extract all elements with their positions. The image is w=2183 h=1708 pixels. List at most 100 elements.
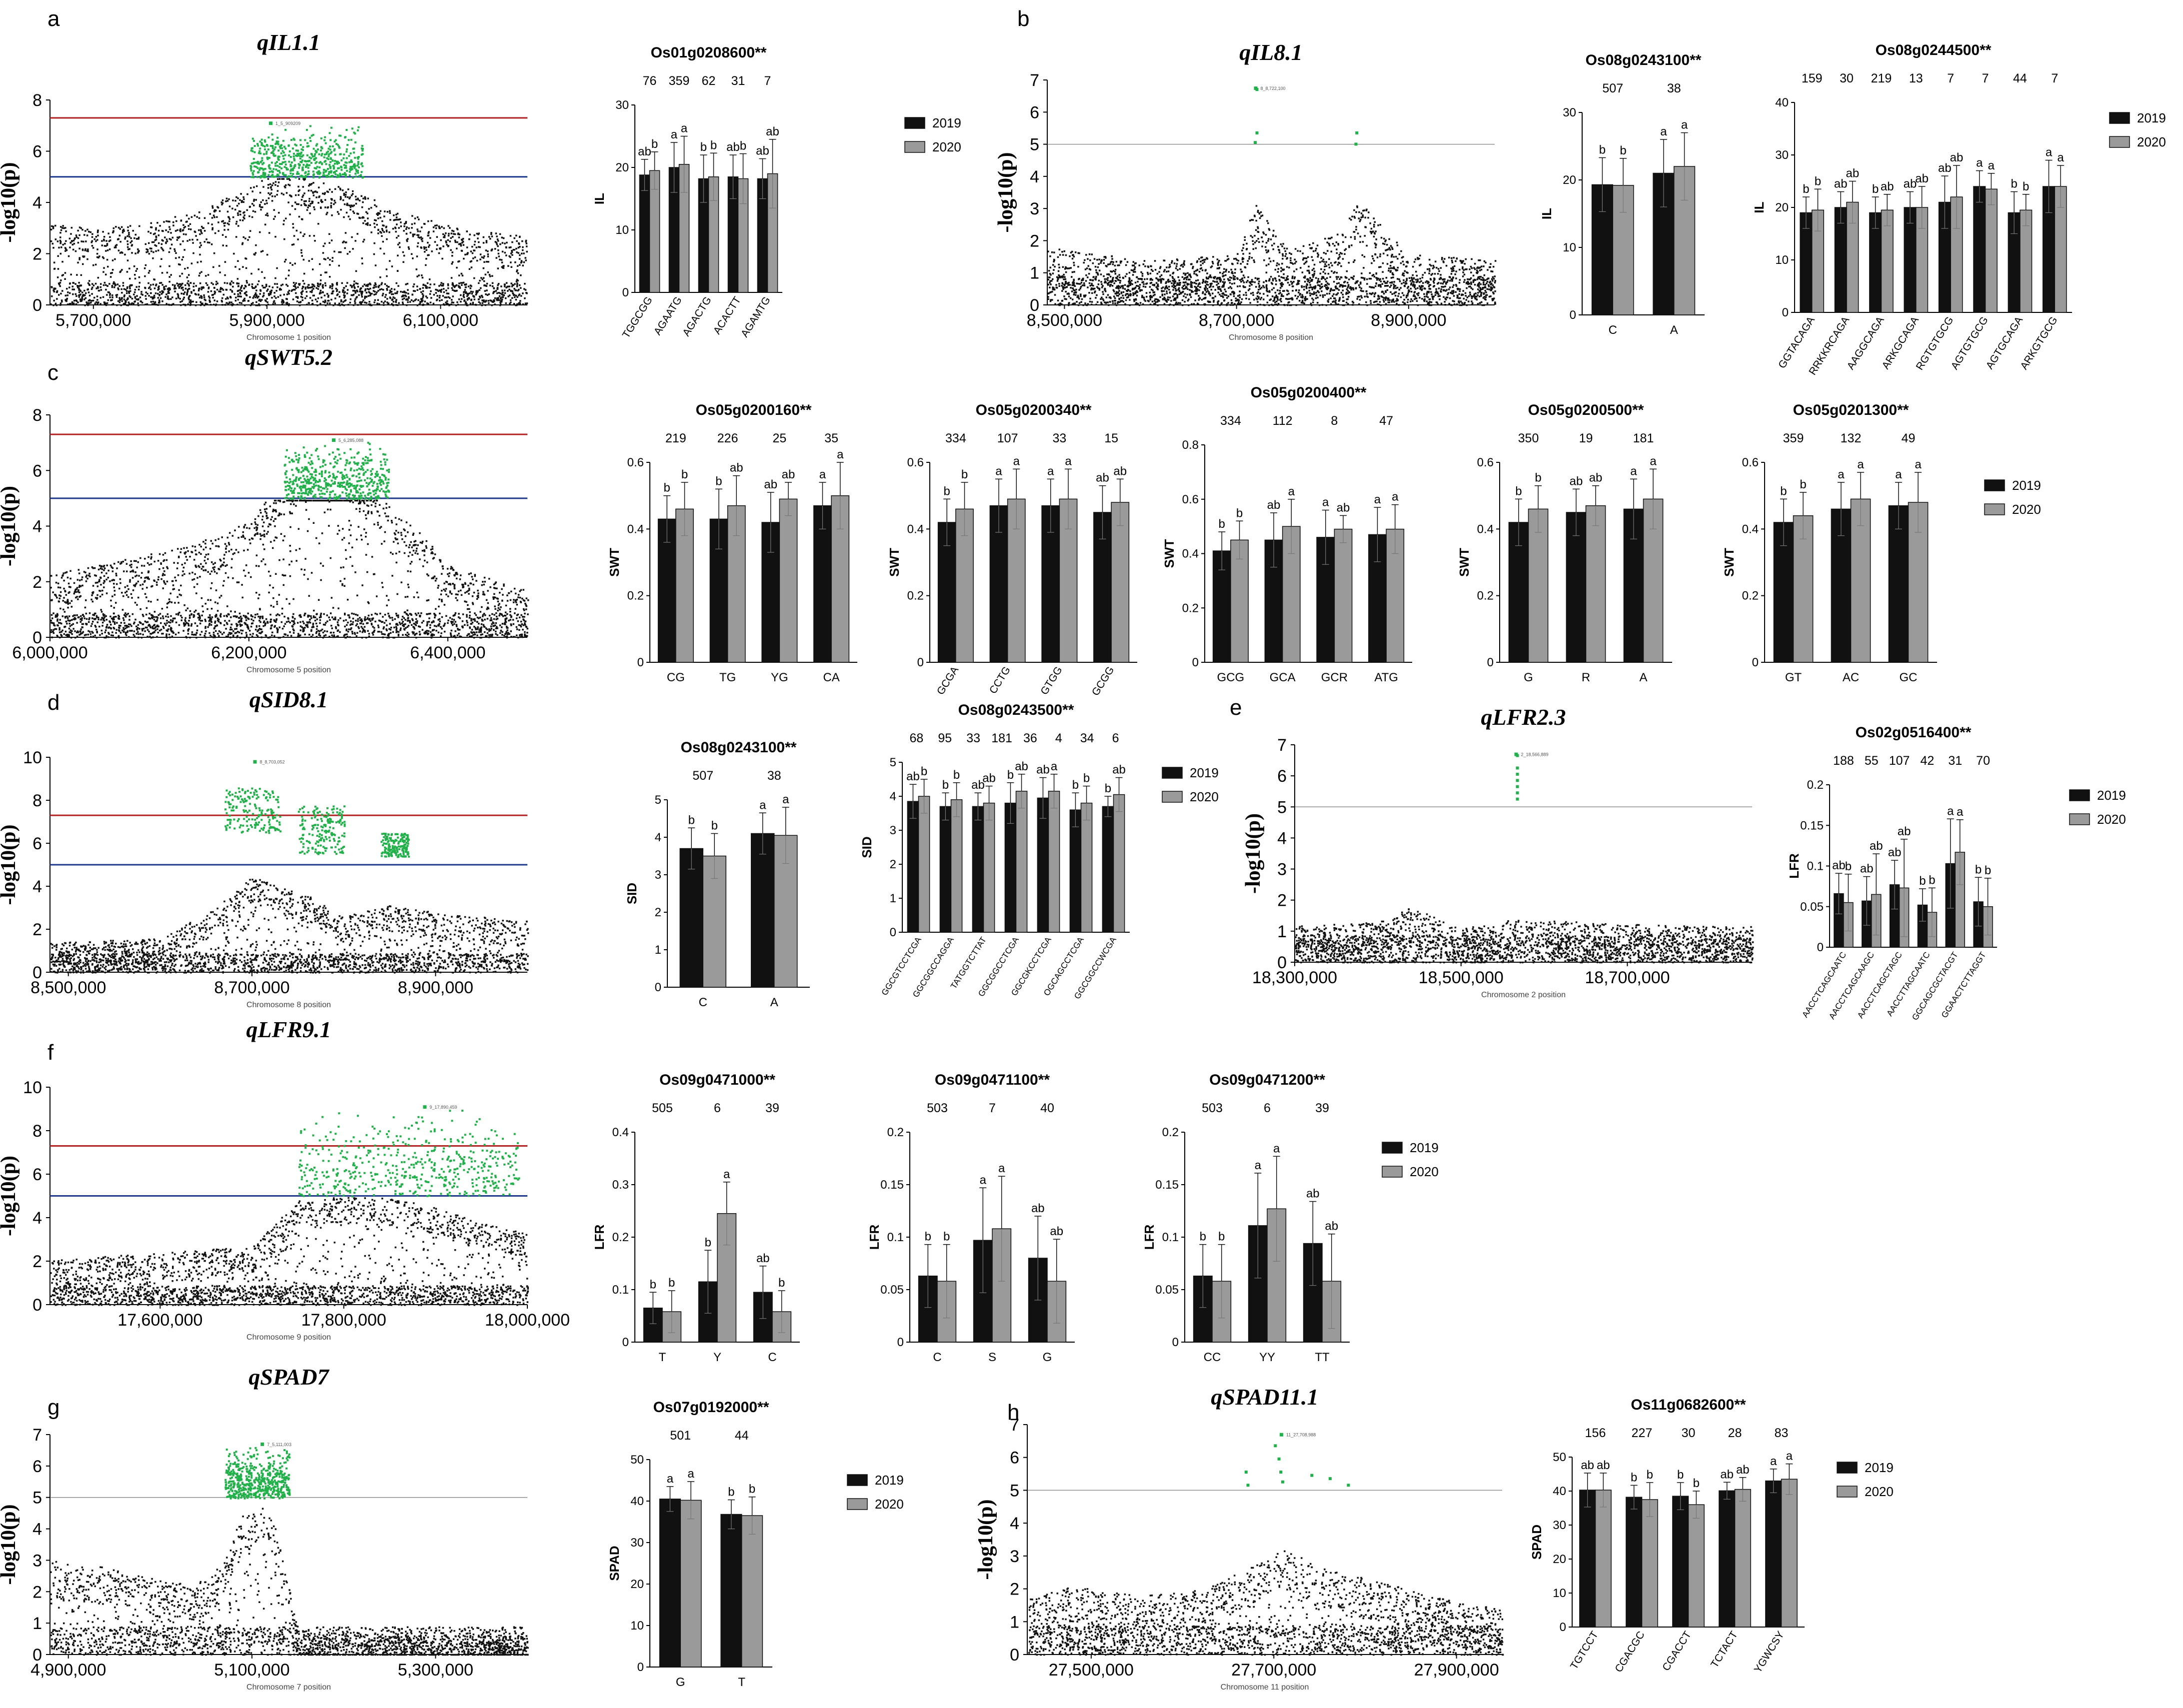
legend-label-2019: 2019 xyxy=(1865,1460,1894,1475)
y-tick-label: 0.2 xyxy=(1182,601,1199,615)
y-tick-label: 1 xyxy=(890,892,896,905)
gene-title: Os09g0471100** xyxy=(935,1072,1050,1088)
legend-10: 2019 2020 xyxy=(1984,478,2041,517)
bar-2019 xyxy=(939,806,952,933)
y-tick-label: 5 xyxy=(32,1489,42,1508)
y-tick-label: 5 xyxy=(1277,798,1287,817)
category-label: ARKGTGCG xyxy=(2018,314,2060,371)
legend-swatch-2020 xyxy=(1984,503,2005,515)
y-tick-label: 4 xyxy=(32,1209,42,1228)
significance-letter: ab xyxy=(1113,464,1127,478)
y-tick-label: 20 xyxy=(615,161,629,174)
y-tick-label: 6 xyxy=(32,1457,42,1476)
sample-count: 334 xyxy=(945,431,966,445)
sample-count: 49 xyxy=(1902,431,1916,445)
y-axis-title: SWT xyxy=(1457,548,1472,577)
x-tick-label: 8,500,000 xyxy=(1027,311,1102,330)
significance-letter: ab xyxy=(1267,498,1281,512)
category-label: AGACTG xyxy=(680,294,714,338)
significance-letter: ab xyxy=(764,478,777,491)
category-label: S xyxy=(988,1351,996,1364)
snp-points xyxy=(50,499,529,639)
bar-chart-19: 0 0.05 0.1 0.15 0.2 LFR Os09g0471200** 503 6 39 b b… xyxy=(1142,1072,1350,1364)
y-axis-title: SPAD xyxy=(607,1546,622,1581)
gene-title: Os09g0471000** xyxy=(659,1072,775,1088)
bar-2020 xyxy=(1080,802,1093,933)
snp-points xyxy=(50,1197,529,1306)
significance-letter: ab xyxy=(1337,501,1350,514)
x-tick-label: 27,700,000 xyxy=(1231,1661,1316,1680)
y-tick-label: 10 xyxy=(1563,241,1576,254)
y-axis-title: IL xyxy=(1539,208,1554,219)
bar-chart-18: 0 0.05 0.1 0.15 0.2 LFR Os09g0471100** 503 7 40 b b… xyxy=(867,1072,1075,1364)
y-tick-label: 10 xyxy=(1775,253,1789,267)
y-tick-label: 0 xyxy=(32,628,42,647)
y-tick-label: 2 xyxy=(32,245,42,264)
significance-letter: ab xyxy=(1950,151,1964,164)
sample-count: 219 xyxy=(1871,71,1892,85)
y-axis-title: LFR xyxy=(1142,1225,1157,1250)
legend-swatch-2019 xyxy=(1837,1462,1858,1474)
y-tick-label: 0 xyxy=(655,981,661,994)
bar-2020 xyxy=(1688,1504,1705,1628)
sample-count: 188 xyxy=(1833,754,1854,768)
bar-2019 xyxy=(751,833,775,988)
y-tick-label: 4 xyxy=(32,517,42,536)
category-label: CCTG xyxy=(987,664,1013,696)
manhattan-plot-d: 0 2 4 6 8 10 8,500,000 8,700,000 8,900,000 Chromo… xyxy=(0,687,529,1009)
y-tick-label: 0 xyxy=(622,286,629,299)
panel-letter-f: f xyxy=(47,1040,54,1065)
bar-2020 xyxy=(983,802,995,933)
bar-2019 xyxy=(679,848,703,988)
y-axis-title: -log10(p) xyxy=(0,1156,20,1236)
gene-title: Os08g0243100** xyxy=(1586,52,1702,68)
y-tick-label: 0 xyxy=(917,656,924,669)
category-label: GTGG xyxy=(1038,664,1064,697)
bar-2019 xyxy=(1069,809,1082,933)
significant-snp-dots xyxy=(224,1447,291,1500)
significance-letter: b xyxy=(1515,484,1522,498)
legend-23: 2019 2020 xyxy=(1837,1460,1894,1499)
gene-title: Os05g0201300** xyxy=(1793,402,1909,418)
significance-letter: a xyxy=(1065,454,1072,468)
legend-swatch-2019 xyxy=(2069,789,2090,801)
y-tick-label: 0.4 xyxy=(1182,547,1199,561)
legend-swatch-2019 xyxy=(847,1474,868,1486)
y-tick-label: 0 xyxy=(32,963,42,982)
y-tick-label: 0 xyxy=(890,926,896,939)
significance-letter: ab xyxy=(1597,1459,1610,1472)
sample-count: 112 xyxy=(1273,414,1293,428)
sample-count: 42 xyxy=(1921,754,1935,768)
legend-label-2019: 2019 xyxy=(1190,765,1219,780)
y-tick-label: 5 xyxy=(1030,135,1039,154)
peak-snp xyxy=(1514,752,1518,756)
sample-count: 159 xyxy=(1802,71,1823,85)
y-tick-label: 1 xyxy=(1277,922,1287,941)
y-axis-title: IL xyxy=(592,193,607,204)
category-label: GGTACAGA xyxy=(1776,314,1817,370)
category-label: G xyxy=(1043,1351,1052,1364)
y-tick-label: 0 xyxy=(1010,1646,1019,1665)
peak-label: 5_6,285,088 xyxy=(338,438,363,443)
significance-letter: a xyxy=(1013,454,1020,468)
category-label: YGWCSY xyxy=(1752,1629,1787,1675)
sample-count: 107 xyxy=(997,431,1018,445)
bar-2020 xyxy=(1793,515,1814,663)
y-tick-label: 5 xyxy=(890,756,896,769)
y-tick-label: 0.4 xyxy=(1477,522,1494,536)
snp-dots xyxy=(50,879,529,974)
significance-letter: ab xyxy=(782,468,795,481)
sample-count: 156 xyxy=(1585,1426,1606,1440)
y-tick-label: 0 xyxy=(1817,941,1824,954)
y-axis-title: SWT xyxy=(887,548,902,577)
bar-2020 xyxy=(680,1500,702,1668)
category-label: ACACTT xyxy=(711,294,743,336)
category-label: CG xyxy=(667,671,685,684)
y-tick-label: 0.6 xyxy=(1182,493,1199,506)
y-tick-label: 5 xyxy=(655,793,661,807)
significance-letter: b xyxy=(1845,860,1852,873)
y-axis-title: SWT xyxy=(1722,548,1737,577)
y-tick-label: 4 xyxy=(1030,167,1039,186)
